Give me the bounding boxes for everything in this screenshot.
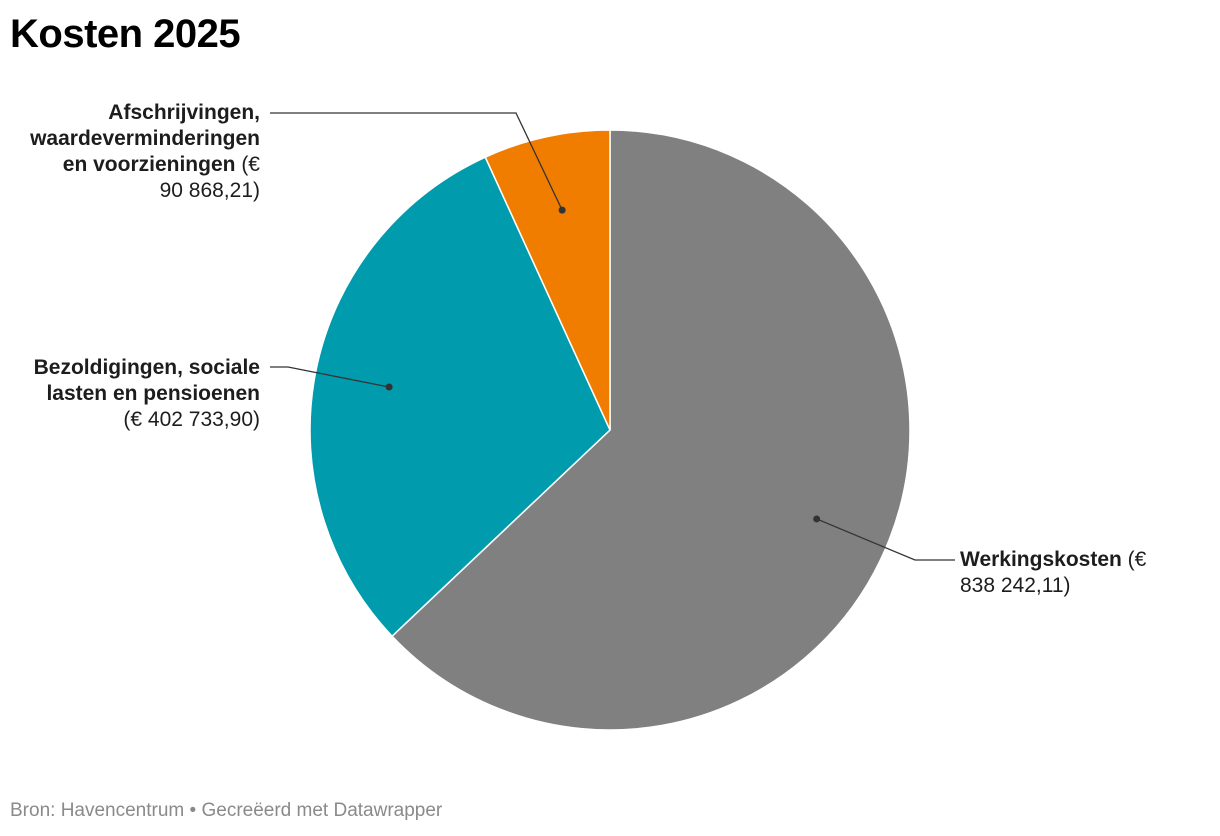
- label-bezoldigingen: Bezoldigingen, sociale lasten en pensioe…: [0, 355, 260, 433]
- label-afschrijvingen-value-1: (€: [241, 153, 260, 176]
- pie-slice-werkingskosten: [391, 129, 911, 731]
- leader-dot-werkingskosten: [813, 515, 821, 523]
- leader-line-bezoldigingen: [270, 366, 390, 388]
- label-werkingskosten: Werkingskosten (€ 838 242,11): [960, 547, 1200, 599]
- chart-footer: Bron: Havencentrum • Gecreëerd met Dataw…: [10, 800, 442, 822]
- label-werkingskosten-value-2: 838 242,11): [960, 574, 1071, 597]
- label-afschrijvingen-name-2: waardeverminderingen: [30, 127, 260, 150]
- leader-dot-afschrijvingen: [558, 206, 566, 214]
- leader-line-werkingskosten: [816, 518, 955, 561]
- chart-title: Kosten 2025: [10, 12, 241, 56]
- leader-line-afschrijvingen: [270, 112, 563, 211]
- label-bezoldigingen-name-1: Bezoldigingen, sociale: [33, 356, 260, 379]
- label-bezoldigingen-value: (€ 402 733,90): [123, 408, 260, 431]
- footer-credit: Gecreëerd met Datawrapper: [201, 800, 443, 821]
- pie-slice-afschrijvingen: [484, 129, 611, 431]
- footer-separator: •: [184, 800, 202, 821]
- leader-dot-bezoldigingen: [385, 383, 393, 391]
- label-werkingskosten-value-1: (€: [1127, 548, 1147, 571]
- footer-source: Bron: Havencentrum: [10, 800, 185, 821]
- label-bezoldigingen-name-2: lasten en pensioenen: [46, 382, 260, 405]
- label-afschrijvingen-name-3: en voorzieningen: [62, 153, 236, 176]
- label-afschrijvingen: Afschrijvingen, waardeverminderingen en …: [0, 100, 260, 204]
- label-werkingskosten-name: Werkingskosten: [960, 548, 1122, 571]
- label-afschrijvingen-name-1: Afschrijvingen,: [108, 101, 260, 124]
- label-afschrijvingen-value-2: 90 868,21): [159, 179, 260, 202]
